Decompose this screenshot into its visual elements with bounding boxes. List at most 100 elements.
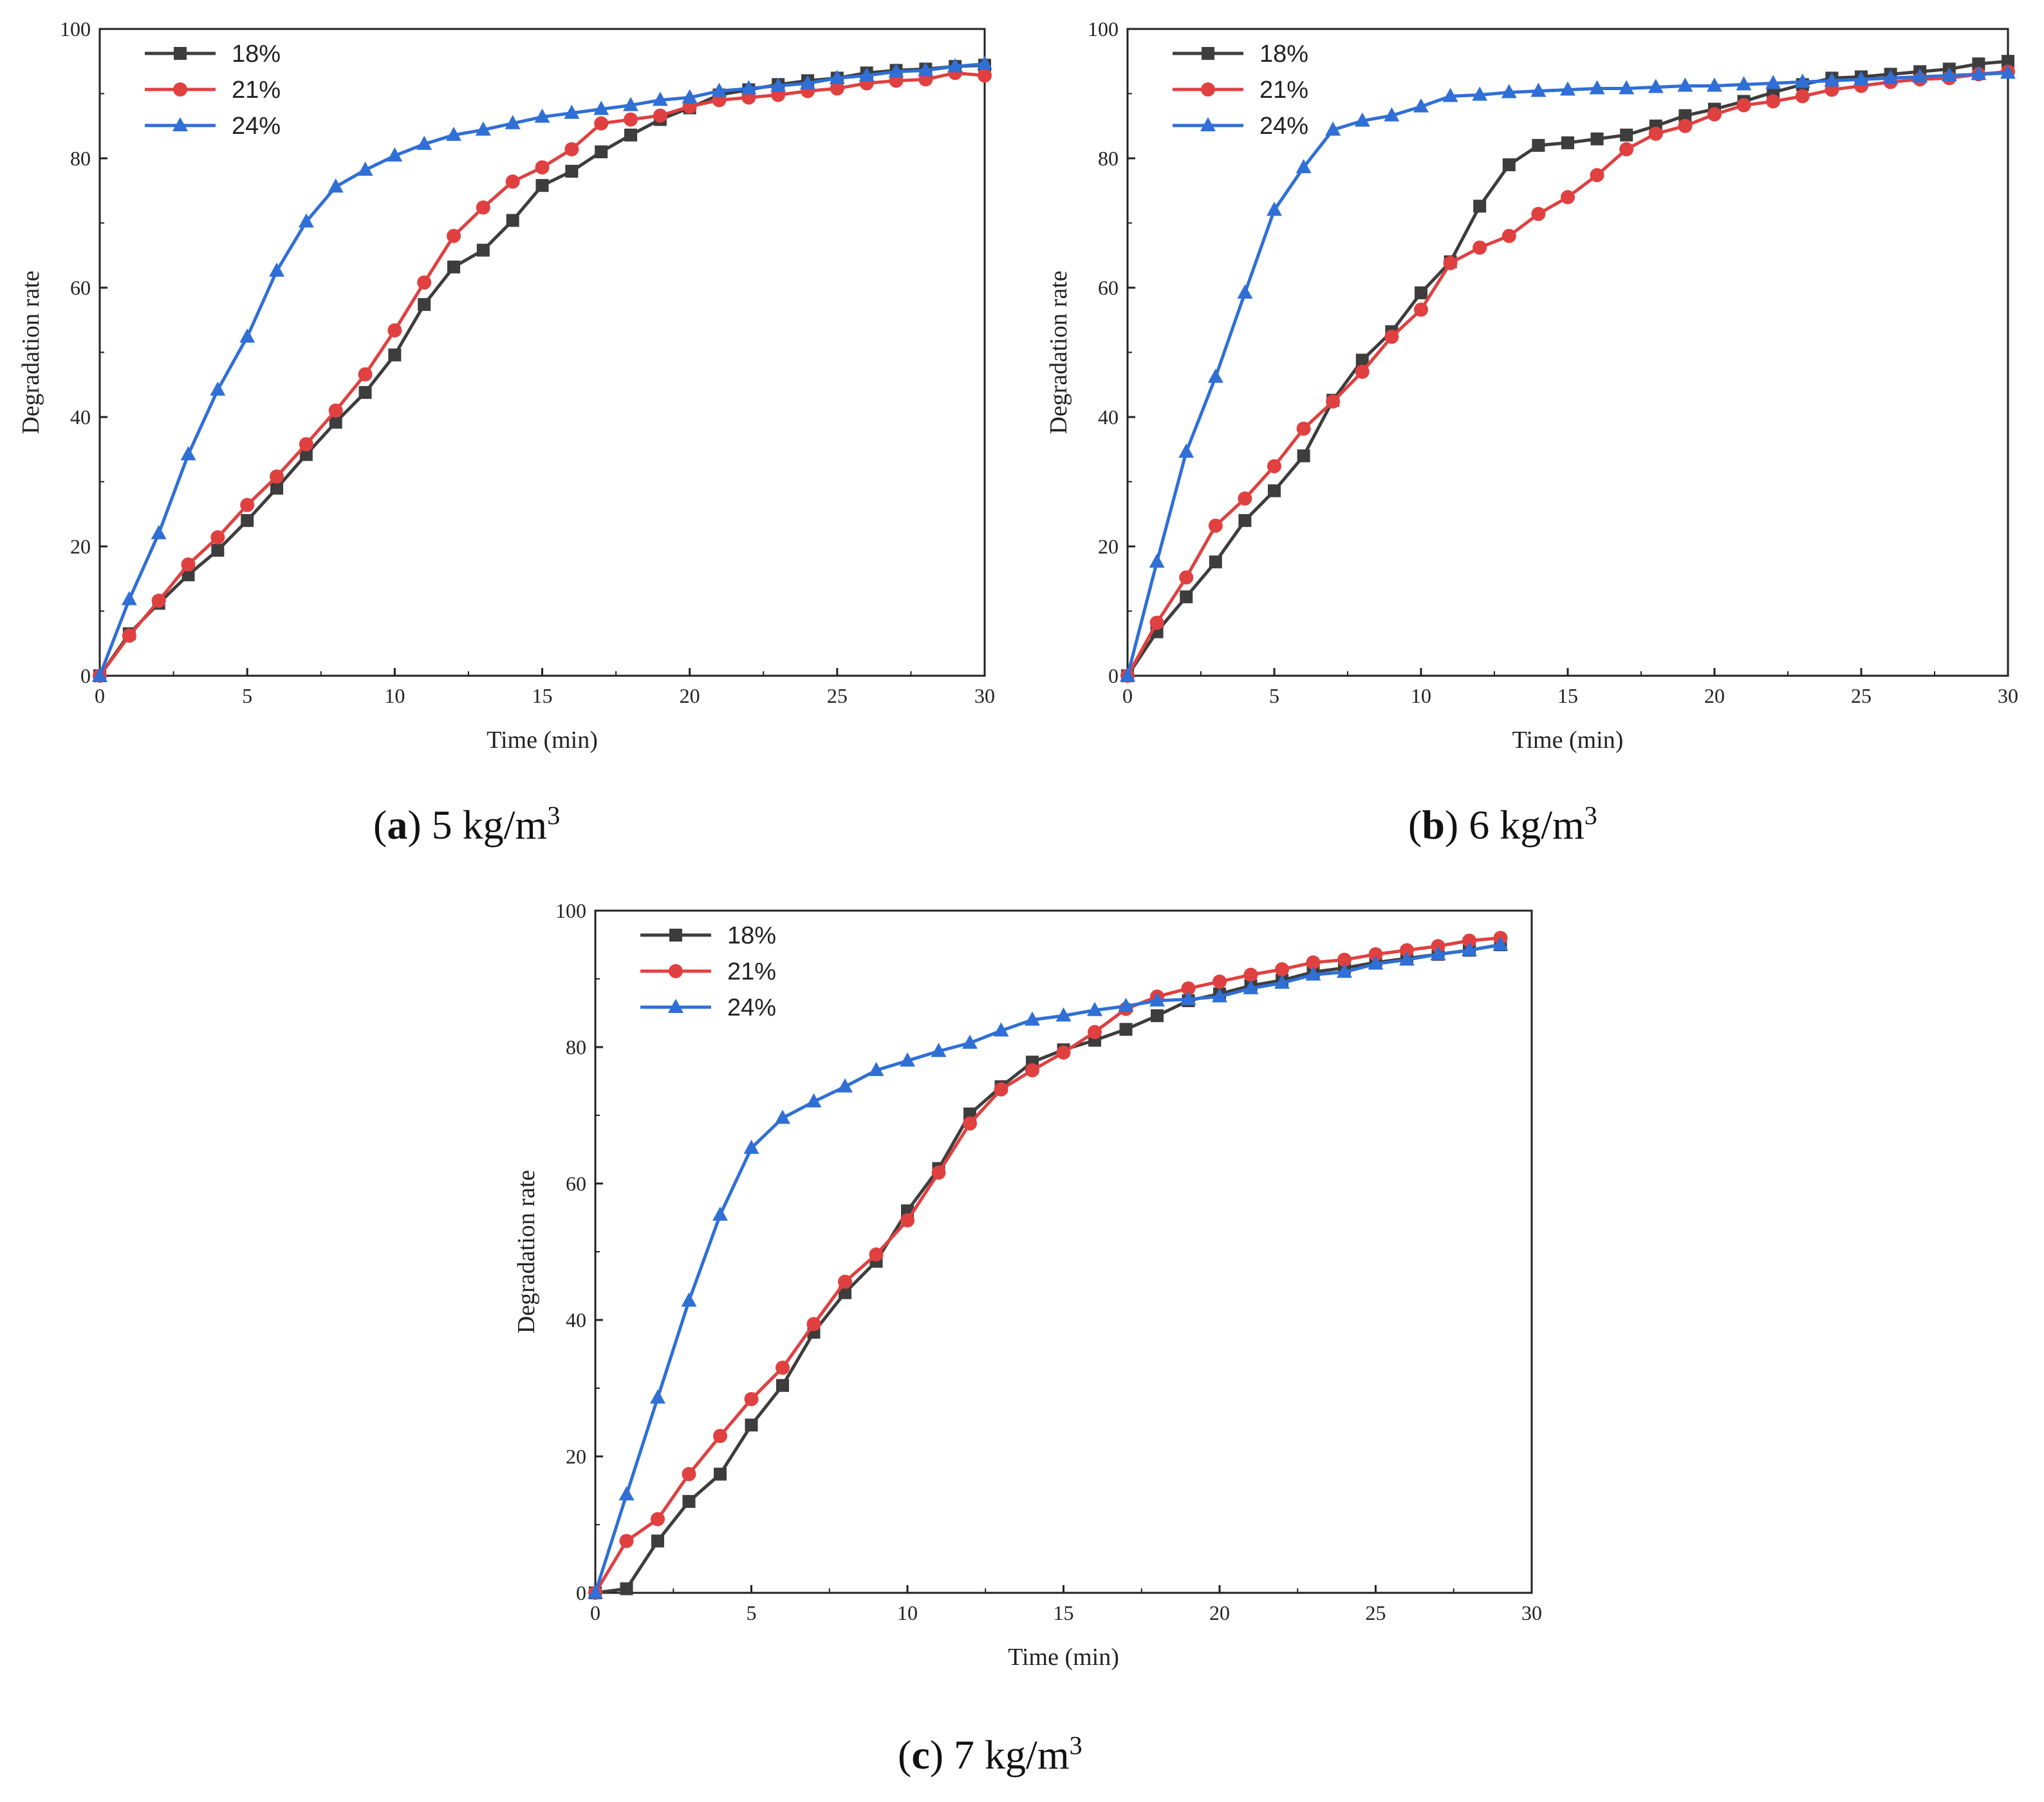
data-point-c-24 [868, 1062, 884, 1077]
data-point-b-21 [1443, 255, 1458, 270]
data-point-b-24 [1589, 80, 1605, 95]
caption-a-text: 5 kg/m [431, 802, 548, 848]
caption-c: (c) 7 kg/m3 [898, 1731, 1082, 1778]
data-point-c-18 [620, 1582, 633, 1595]
data-point-a-18 [181, 568, 195, 582]
data-point-a-18 [624, 128, 637, 142]
caption-c-label: c [911, 1732, 930, 1778]
legend-label-c-21: 21% [727, 958, 776, 985]
data-point-c-24 [1368, 955, 1384, 970]
data-point-a-24 [682, 89, 698, 104]
data-point-b-24 [1325, 121, 1341, 136]
x-tick-label-b: 25 [1851, 684, 1872, 707]
y-tick-label-c: 60 [566, 1172, 586, 1195]
x-axis-title-c: Time (min) [1008, 1644, 1119, 1671]
data-point-a-21 [476, 200, 490, 215]
y-tick-label-c: 80 [566, 1036, 586, 1059]
data-point-b-24 [1267, 201, 1282, 216]
data-point-c-24 [743, 1139, 759, 1154]
legend-label-c-24: 24% [727, 994, 776, 1021]
data-point-b-21 [1619, 142, 1634, 156]
y-tick-label-b: 80 [1098, 147, 1119, 170]
data-point-a-24 [446, 126, 461, 141]
data-point-a-18 [299, 448, 313, 461]
legend-marker-b-18 [1202, 47, 1214, 60]
data-point-b-18 [1180, 590, 1193, 604]
data-point-c-24 [712, 1206, 728, 1221]
y-tick-label-c: 40 [566, 1308, 586, 1332]
data-point-b-18 [1532, 138, 1545, 152]
data-point-c-24 [931, 1043, 947, 1057]
data-point-b-24 [1765, 75, 1781, 89]
data-point-c-21 [651, 1512, 665, 1527]
chart-c: 0 5 10 15 20 25 30 0 20 40 60 80 100 Time (min) Degrad… [513, 899, 1542, 1671]
data-point-c-24 [681, 1292, 697, 1307]
caption-a-sup: 3 [547, 801, 561, 830]
y-tick-label-a: 100 [60, 17, 91, 41]
data-point-c-24 [1055, 1007, 1072, 1022]
data-point-c-18 [714, 1467, 727, 1481]
legend-label-a-18: 18% [232, 41, 281, 68]
x-axis-title-b: Time (min) [1512, 727, 1624, 754]
data-point-b-21 [1590, 168, 1604, 183]
legend-marker-a-21 [173, 82, 187, 97]
data-point-c-24 [1337, 963, 1352, 978]
data-point-c-24 [1274, 974, 1290, 989]
data-point-c-21 [1368, 947, 1383, 961]
data-point-b-24 [1120, 667, 1135, 682]
y-tick-label-c: 20 [566, 1445, 586, 1468]
data-point-c-18 [839, 1286, 851, 1299]
data-point-c-24 [837, 1078, 853, 1093]
x-tick-label-a: 5 [242, 684, 252, 707]
data-point-a-21 [151, 593, 166, 608]
data-point-b-24 [1149, 553, 1165, 568]
data-point-b-21 [1179, 570, 1194, 585]
data-point-b-21 [1208, 518, 1223, 533]
caption-b-sup: 3 [1584, 801, 1597, 830]
data-point-c-24 [1399, 951, 1415, 966]
data-point-b-24 [1354, 112, 1370, 127]
y-axis-title-b: Degradation rate [1045, 270, 1072, 434]
data-point-a-18 [535, 179, 549, 192]
data-point-a-24 [711, 82, 727, 97]
caption-b-text: 6 kg/m [1469, 802, 1584, 848]
data-point-a-21 [594, 116, 609, 131]
data-point-a-24 [623, 97, 638, 111]
data-point-c-21 [806, 1317, 821, 1332]
data-point-c-24 [1212, 988, 1227, 1003]
chart-panel-a: 0 5 10 15 20 25 30 0 20 40 60 80 100 Time (min) Degrad… [0, 0, 1022, 875]
legend-label-a-24: 24% [232, 113, 281, 140]
data-point-b-24 [1472, 86, 1488, 101]
caption-c-sup: 3 [1069, 1731, 1082, 1760]
data-point-c-21 [1243, 967, 1258, 982]
data-point-b-21 [1531, 207, 1546, 221]
y-tick-label-b: 40 [1098, 405, 1119, 429]
legend-label-b-21: 21% [1259, 77, 1308, 104]
x-tick-label-c: 15 [1054, 1601, 1074, 1624]
data-point-a-24 [121, 591, 137, 606]
data-point-c-21 [931, 1166, 946, 1180]
data-point-a-24 [269, 262, 284, 277]
data-point-b-24 [1207, 368, 1223, 383]
y-tick-label-a: 80 [70, 147, 91, 170]
data-point-c-24 [1149, 992, 1165, 1007]
data-point-b-24 [1736, 76, 1752, 91]
legend-label-c-18: 18% [727, 922, 776, 949]
data-point-c-21 [1181, 981, 1196, 996]
legend-marker-b-24 [1200, 117, 1216, 131]
data-point-b-21 [1238, 491, 1252, 506]
data-point-a-21 [624, 112, 638, 127]
x-tick-label-a: 10 [384, 684, 405, 707]
data-point-b-18 [1415, 286, 1427, 300]
data-point-b-21 [1326, 394, 1341, 409]
data-point-a-21 [830, 81, 844, 96]
data-point-c-21 [994, 1082, 1008, 1097]
caption-b-label: b [1422, 802, 1445, 848]
data-point-c-24 [1430, 945, 1446, 960]
data-point-c-21 [1337, 952, 1352, 967]
data-point-c-24 [1492, 936, 1509, 951]
x-tick-label-c: 20 [1209, 1601, 1230, 1624]
data-point-a-21 [564, 142, 579, 156]
data-point-a-24 [859, 67, 875, 82]
data-point-b-18 [1238, 514, 1252, 527]
